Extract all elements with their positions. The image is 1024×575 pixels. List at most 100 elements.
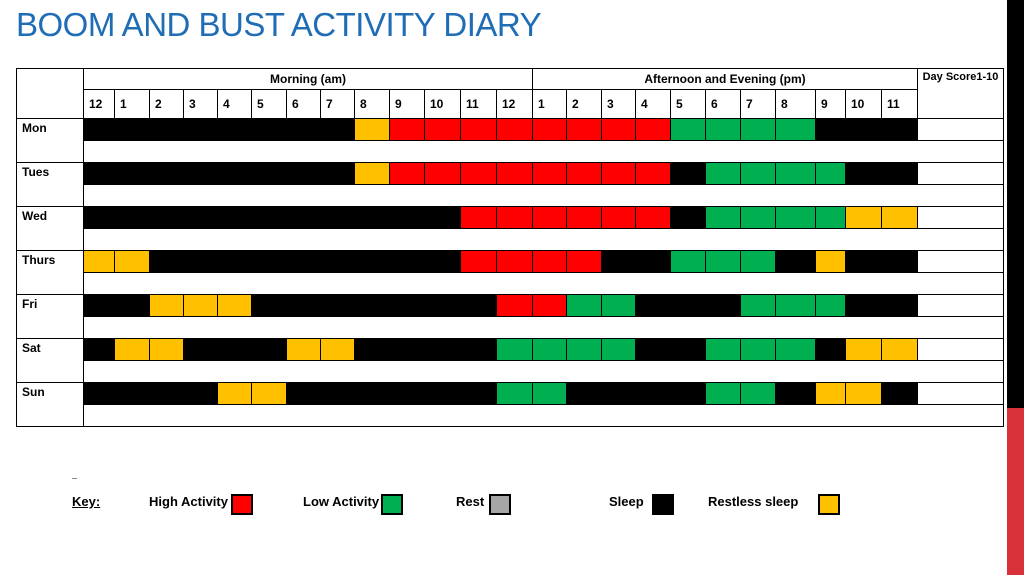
activity-cell-sleep[interactable]: [149, 382, 184, 405]
activity-cell-restless[interactable]: [114, 338, 150, 361]
activity-cell-restless[interactable]: [354, 162, 390, 185]
activity-cell-sleep[interactable]: [320, 118, 355, 141]
activity-cell-low[interactable]: [566, 294, 602, 317]
activity-cell-sleep[interactable]: [635, 382, 671, 405]
activity-cell-sleep[interactable]: [635, 338, 671, 361]
activity-cell-sleep[interactable]: [183, 250, 218, 273]
activity-cell-sleep[interactable]: [354, 338, 390, 361]
activity-cell-restless[interactable]: [845, 382, 882, 405]
activity-cell-high[interactable]: [635, 206, 671, 229]
activity-cell-sleep[interactable]: [845, 118, 882, 141]
activity-cell-low[interactable]: [496, 338, 533, 361]
activity-cell-low[interactable]: [775, 206, 816, 229]
activity-cell-high[interactable]: [460, 206, 497, 229]
activity-cell-low[interactable]: [670, 250, 706, 273]
activity-cell-high[interactable]: [601, 162, 636, 185]
activity-cell-low[interactable]: [705, 338, 741, 361]
activity-cell-sleep[interactable]: [566, 382, 602, 405]
activity-cell-low[interactable]: [740, 206, 776, 229]
activity-cell-restless[interactable]: [286, 338, 321, 361]
activity-cell-sleep[interactable]: [354, 382, 390, 405]
activity-cell-high[interactable]: [635, 162, 671, 185]
activity-cell-high[interactable]: [496, 206, 533, 229]
activity-cell-sleep[interactable]: [460, 294, 497, 317]
activity-cell-sleep[interactable]: [460, 338, 497, 361]
activity-cell-sleep[interactable]: [149, 250, 184, 273]
activity-cell-sleep[interactable]: [83, 118, 115, 141]
activity-cell-sleep[interactable]: [286, 118, 321, 141]
activity-cell-sleep[interactable]: [149, 162, 184, 185]
activity-cell-sleep[interactable]: [83, 294, 115, 317]
activity-cell-sleep[interactable]: [217, 338, 252, 361]
activity-cell-low[interactable]: [740, 338, 776, 361]
activity-cell-sleep[interactable]: [775, 250, 816, 273]
activity-cell-low[interactable]: [532, 338, 567, 361]
activity-cell-high[interactable]: [460, 250, 497, 273]
activity-cell-restless[interactable]: [320, 338, 355, 361]
activity-cell-sleep[interactable]: [424, 382, 461, 405]
activity-cell-low[interactable]: [740, 162, 776, 185]
activity-cell-low[interactable]: [601, 294, 636, 317]
day-notes-cell[interactable]: [83, 228, 1004, 251]
activity-cell-sleep[interactable]: [881, 250, 918, 273]
activity-cell-sleep[interactable]: [354, 206, 390, 229]
activity-cell-high[interactable]: [566, 162, 602, 185]
activity-cell-sleep[interactable]: [183, 338, 218, 361]
activity-cell-low[interactable]: [815, 162, 846, 185]
activity-cell-low[interactable]: [740, 294, 776, 317]
activity-cell-restless[interactable]: [83, 250, 115, 273]
activity-cell-sleep[interactable]: [845, 162, 882, 185]
activity-cell-sleep[interactable]: [389, 294, 425, 317]
activity-cell-low[interactable]: [815, 206, 846, 229]
activity-cell-sleep[interactable]: [183, 206, 218, 229]
activity-cell-low[interactable]: [775, 162, 816, 185]
activity-cell-sleep[interactable]: [286, 206, 321, 229]
activity-cell-sleep[interactable]: [83, 206, 115, 229]
day-notes-cell[interactable]: [83, 184, 1004, 207]
activity-cell-sleep[interactable]: [389, 382, 425, 405]
activity-cell-restless[interactable]: [354, 118, 390, 141]
activity-cell-sleep[interactable]: [635, 294, 671, 317]
activity-cell-high[interactable]: [601, 206, 636, 229]
activity-cell-sleep[interactable]: [83, 338, 115, 361]
activity-cell-high[interactable]: [496, 118, 533, 141]
activity-cell-sleep[interactable]: [286, 250, 321, 273]
activity-cell-sleep[interactable]: [354, 250, 390, 273]
activity-cell-low[interactable]: [496, 382, 533, 405]
activity-cell-high[interactable]: [389, 162, 425, 185]
activity-cell-restless[interactable]: [815, 250, 846, 273]
activity-cell-sleep[interactable]: [320, 206, 355, 229]
activity-cell-high[interactable]: [496, 162, 533, 185]
activity-cell-low[interactable]: [705, 250, 741, 273]
activity-cell-sleep[interactable]: [389, 250, 425, 273]
activity-cell-low[interactable]: [740, 250, 776, 273]
activity-cell-sleep[interactable]: [251, 118, 287, 141]
activity-cell-sleep[interactable]: [286, 162, 321, 185]
day-notes-cell[interactable]: [83, 360, 1004, 383]
activity-cell-high[interactable]: [496, 294, 533, 317]
activity-cell-sleep[interactable]: [354, 294, 390, 317]
activity-cell-sleep[interactable]: [424, 250, 461, 273]
activity-cell-restless[interactable]: [114, 250, 150, 273]
activity-cell-restless[interactable]: [815, 382, 846, 405]
activity-cell-sleep[interactable]: [320, 382, 355, 405]
activity-cell-sleep[interactable]: [601, 382, 636, 405]
activity-cell-sleep[interactable]: [286, 382, 321, 405]
activity-cell-restless[interactable]: [845, 338, 882, 361]
activity-cell-high[interactable]: [601, 118, 636, 141]
activity-cell-high[interactable]: [424, 162, 461, 185]
activity-cell-sleep[interactable]: [83, 162, 115, 185]
activity-cell-sleep[interactable]: [845, 250, 882, 273]
activity-cell-sleep[interactable]: [251, 338, 287, 361]
activity-cell-sleep[interactable]: [635, 250, 671, 273]
activity-cell-sleep[interactable]: [251, 162, 287, 185]
day-score-cell[interactable]: [917, 382, 1004, 405]
activity-cell-sleep[interactable]: [183, 162, 218, 185]
activity-cell-sleep[interactable]: [320, 162, 355, 185]
activity-cell-low[interactable]: [705, 206, 741, 229]
activity-cell-sleep[interactable]: [775, 382, 816, 405]
activity-cell-sleep[interactable]: [845, 294, 882, 317]
activity-cell-sleep[interactable]: [114, 382, 150, 405]
day-notes-cell[interactable]: [83, 272, 1004, 295]
activity-cell-restless[interactable]: [217, 382, 252, 405]
